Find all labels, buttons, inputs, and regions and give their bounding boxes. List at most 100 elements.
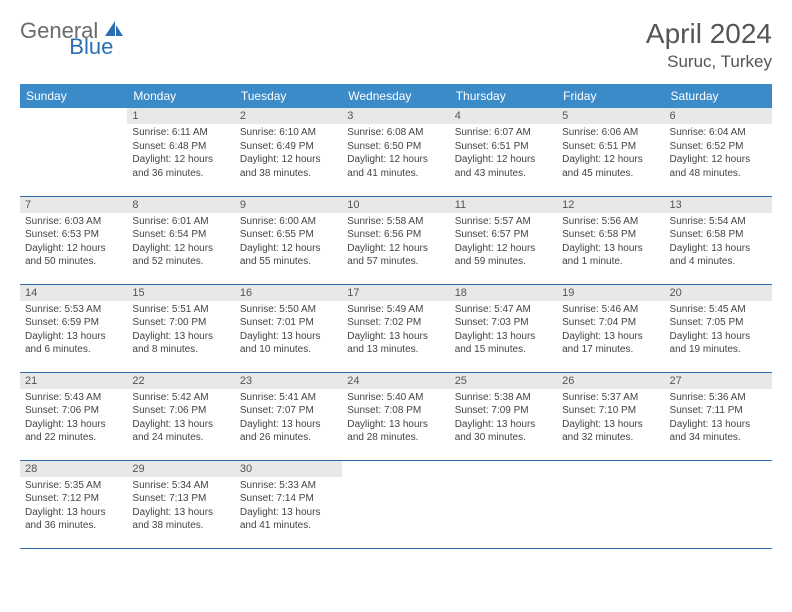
- calendar-day-cell: 14Sunrise: 5:53 AMSunset: 6:59 PMDayligh…: [20, 284, 127, 372]
- sunset-line: Sunset: 6:58 PM: [670, 228, 767, 242]
- day-details: Sunrise: 5:58 AMSunset: 6:56 PMDaylight:…: [342, 213, 449, 273]
- day-details: Sunrise: 5:57 AMSunset: 6:57 PMDaylight:…: [450, 213, 557, 273]
- sunset-line: Sunset: 6:50 PM: [347, 140, 444, 154]
- weekday-header: Monday: [127, 84, 234, 108]
- day-details: Sunrise: 5:42 AMSunset: 7:06 PMDaylight:…: [127, 389, 234, 449]
- daylight-line: Daylight: 13 hours and 36 minutes.: [25, 506, 122, 533]
- weekday-header: Thursday: [450, 84, 557, 108]
- sunrise-line: Sunrise: 6:01 AM: [132, 215, 229, 229]
- daylight-line: Daylight: 12 hours and 59 minutes.: [455, 242, 552, 269]
- month-title: April 2024: [646, 18, 772, 50]
- sunrise-line: Sunrise: 5:49 AM: [347, 303, 444, 317]
- day-details: Sunrise: 6:00 AMSunset: 6:55 PMDaylight:…: [235, 213, 342, 273]
- day-number: 13: [665, 197, 772, 213]
- sunrise-line: Sunrise: 5:58 AM: [347, 215, 444, 229]
- day-details: Sunrise: 5:41 AMSunset: 7:07 PMDaylight:…: [235, 389, 342, 449]
- calendar-day-cell: 22Sunrise: 5:42 AMSunset: 7:06 PMDayligh…: [127, 372, 234, 460]
- day-number: 15: [127, 285, 234, 301]
- daylight-line: Daylight: 13 hours and 38 minutes.: [132, 506, 229, 533]
- day-number: 24: [342, 373, 449, 389]
- daylight-line: Daylight: 12 hours and 48 minutes.: [670, 153, 767, 180]
- day-number: 16: [235, 285, 342, 301]
- calendar-day-cell: 26Sunrise: 5:37 AMSunset: 7:10 PMDayligh…: [557, 372, 664, 460]
- daylight-line: Daylight: 12 hours and 57 minutes.: [347, 242, 444, 269]
- sunset-line: Sunset: 7:10 PM: [562, 404, 659, 418]
- sunrise-line: Sunrise: 5:43 AM: [25, 391, 122, 405]
- sunrise-line: Sunrise: 5:56 AM: [562, 215, 659, 229]
- day-number: 22: [127, 373, 234, 389]
- sunrise-line: Sunrise: 5:37 AM: [562, 391, 659, 405]
- calendar-day-cell: 8Sunrise: 6:01 AMSunset: 6:54 PMDaylight…: [127, 196, 234, 284]
- calendar-table: SundayMondayTuesdayWednesdayThursdayFrid…: [20, 84, 772, 549]
- sunset-line: Sunset: 7:06 PM: [25, 404, 122, 418]
- calendar-day-cell: 20Sunrise: 5:45 AMSunset: 7:05 PMDayligh…: [665, 284, 772, 372]
- day-number: 18: [450, 285, 557, 301]
- daylight-line: Daylight: 12 hours and 50 minutes.: [25, 242, 122, 269]
- calendar-day-cell: 5Sunrise: 6:06 AMSunset: 6:51 PMDaylight…: [557, 108, 664, 196]
- day-number: 10: [342, 197, 449, 213]
- day-number: 29: [127, 461, 234, 477]
- sunrise-line: Sunrise: 6:00 AM: [240, 215, 337, 229]
- day-number: 11: [450, 197, 557, 213]
- calendar-day-cell: 11Sunrise: 5:57 AMSunset: 6:57 PMDayligh…: [450, 196, 557, 284]
- day-number: 20: [665, 285, 772, 301]
- sunrise-line: Sunrise: 5:50 AM: [240, 303, 337, 317]
- day-details: Sunrise: 6:03 AMSunset: 6:53 PMDaylight:…: [20, 213, 127, 273]
- daylight-line: Daylight: 12 hours and 41 minutes.: [347, 153, 444, 180]
- sunset-line: Sunset: 7:13 PM: [132, 492, 229, 506]
- calendar-day-cell: 12Sunrise: 5:56 AMSunset: 6:58 PMDayligh…: [557, 196, 664, 284]
- weekday-header: Tuesday: [235, 84, 342, 108]
- daylight-line: Daylight: 13 hours and 8 minutes.: [132, 330, 229, 357]
- day-number: 28: [20, 461, 127, 477]
- sunset-line: Sunset: 7:03 PM: [455, 316, 552, 330]
- calendar-day-cell: 6Sunrise: 6:04 AMSunset: 6:52 PMDaylight…: [665, 108, 772, 196]
- calendar-day-cell: [342, 460, 449, 548]
- weekday-header: Saturday: [665, 84, 772, 108]
- sunrise-line: Sunrise: 6:03 AM: [25, 215, 122, 229]
- sunset-line: Sunset: 6:51 PM: [455, 140, 552, 154]
- sunrise-line: Sunrise: 5:53 AM: [25, 303, 122, 317]
- sunset-line: Sunset: 7:01 PM: [240, 316, 337, 330]
- calendar-day-cell: 21Sunrise: 5:43 AMSunset: 7:06 PMDayligh…: [20, 372, 127, 460]
- sunset-line: Sunset: 6:59 PM: [25, 316, 122, 330]
- weekday-header: Friday: [557, 84, 664, 108]
- calendar-day-cell: 27Sunrise: 5:36 AMSunset: 7:11 PMDayligh…: [665, 372, 772, 460]
- day-number: 26: [557, 373, 664, 389]
- sunrise-line: Sunrise: 6:11 AM: [132, 126, 229, 140]
- daylight-line: Daylight: 13 hours and 13 minutes.: [347, 330, 444, 357]
- calendar-day-cell: 15Sunrise: 5:51 AMSunset: 7:00 PMDayligh…: [127, 284, 234, 372]
- sunset-line: Sunset: 7:05 PM: [670, 316, 767, 330]
- day-number: 9: [235, 197, 342, 213]
- day-details: Sunrise: 6:07 AMSunset: 6:51 PMDaylight:…: [450, 124, 557, 184]
- calendar-day-cell: 4Sunrise: 6:07 AMSunset: 6:51 PMDaylight…: [450, 108, 557, 196]
- day-details: Sunrise: 5:38 AMSunset: 7:09 PMDaylight:…: [450, 389, 557, 449]
- day-number: 4: [450, 108, 557, 124]
- sunset-line: Sunset: 6:58 PM: [562, 228, 659, 242]
- sunrise-line: Sunrise: 5:54 AM: [670, 215, 767, 229]
- calendar-day-cell: 19Sunrise: 5:46 AMSunset: 7:04 PMDayligh…: [557, 284, 664, 372]
- sunset-line: Sunset: 6:57 PM: [455, 228, 552, 242]
- calendar-day-cell: 9Sunrise: 6:00 AMSunset: 6:55 PMDaylight…: [235, 196, 342, 284]
- day-details: Sunrise: 5:50 AMSunset: 7:01 PMDaylight:…: [235, 301, 342, 361]
- sunset-line: Sunset: 7:08 PM: [347, 404, 444, 418]
- day-details: Sunrise: 5:56 AMSunset: 6:58 PMDaylight:…: [557, 213, 664, 273]
- daylight-line: Daylight: 13 hours and 26 minutes.: [240, 418, 337, 445]
- day-details: Sunrise: 5:54 AMSunset: 6:58 PMDaylight:…: [665, 213, 772, 273]
- logo: General Blue: [20, 18, 173, 44]
- sunrise-line: Sunrise: 5:45 AM: [670, 303, 767, 317]
- calendar-day-cell: [665, 460, 772, 548]
- day-number: 5: [557, 108, 664, 124]
- calendar-day-cell: 3Sunrise: 6:08 AMSunset: 6:50 PMDaylight…: [342, 108, 449, 196]
- weekday-header: Sunday: [20, 84, 127, 108]
- sunset-line: Sunset: 7:06 PM: [132, 404, 229, 418]
- calendar-day-cell: 30Sunrise: 5:33 AMSunset: 7:14 PMDayligh…: [235, 460, 342, 548]
- calendar-day-cell: 24Sunrise: 5:40 AMSunset: 7:08 PMDayligh…: [342, 372, 449, 460]
- daylight-line: Daylight: 13 hours and 4 minutes.: [670, 242, 767, 269]
- daylight-line: Daylight: 13 hours and 1 minute.: [562, 242, 659, 269]
- day-details: Sunrise: 5:37 AMSunset: 7:10 PMDaylight:…: [557, 389, 664, 449]
- day-details: Sunrise: 6:06 AMSunset: 6:51 PMDaylight:…: [557, 124, 664, 184]
- daylight-line: Daylight: 13 hours and 24 minutes.: [132, 418, 229, 445]
- sunset-line: Sunset: 6:56 PM: [347, 228, 444, 242]
- daylight-line: Daylight: 13 hours and 34 minutes.: [670, 418, 767, 445]
- sunrise-line: Sunrise: 5:42 AM: [132, 391, 229, 405]
